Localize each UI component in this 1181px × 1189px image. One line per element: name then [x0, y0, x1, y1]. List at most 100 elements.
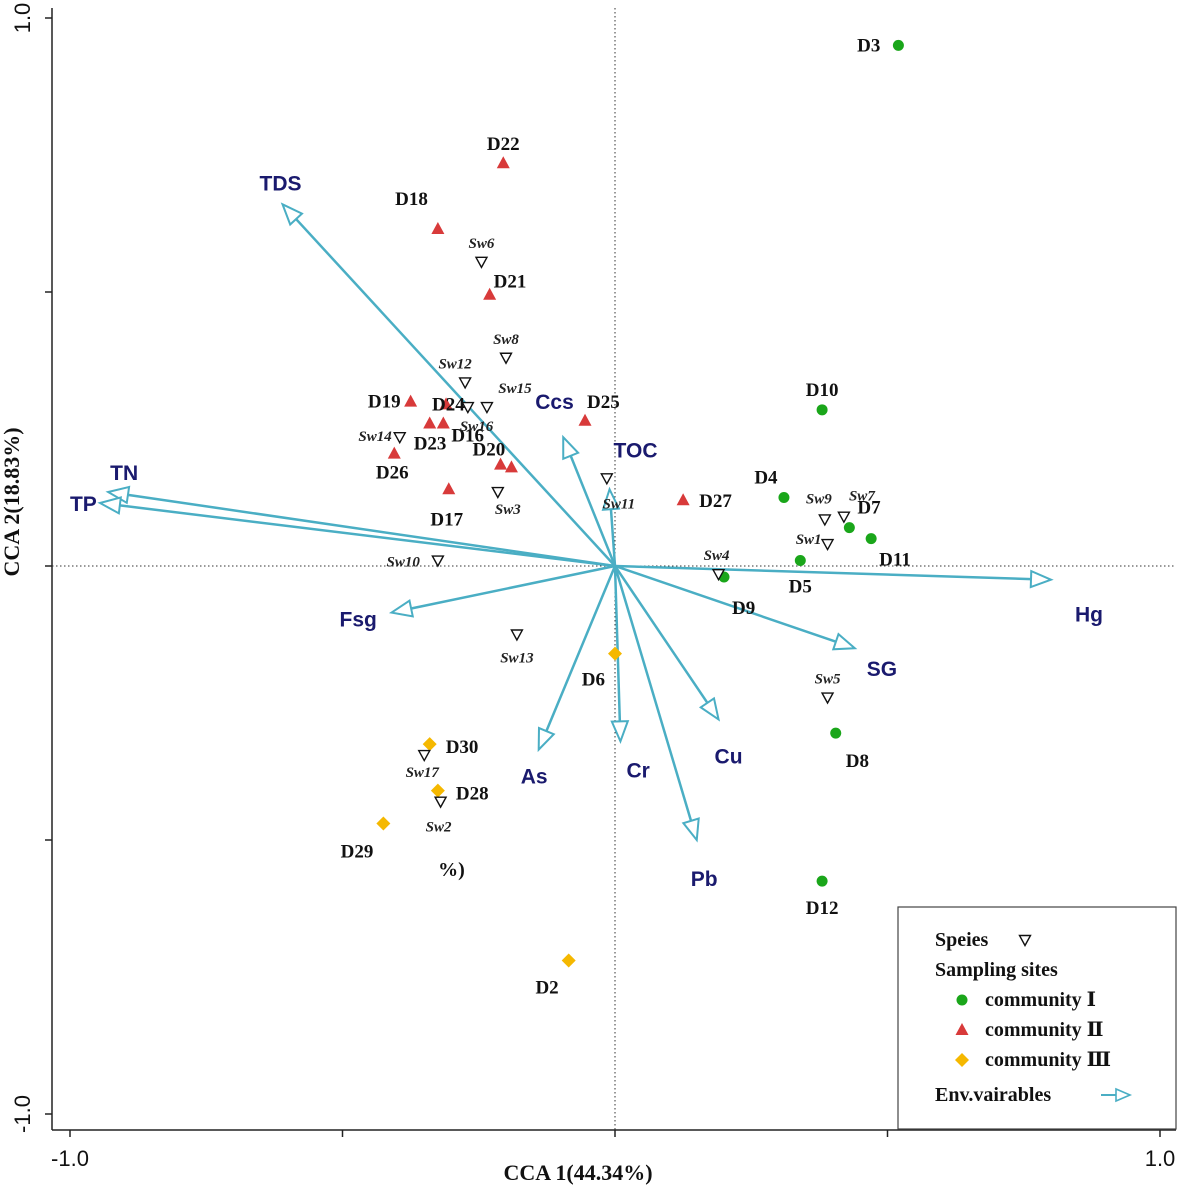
site-point-d11 [865, 533, 877, 545]
species-point-sw12 [458, 377, 472, 390]
site-point-d6 [608, 646, 622, 661]
env-label-ccs: Ccs [535, 391, 574, 414]
site-label-d5: D5 [789, 577, 812, 598]
species-label-sw11: Sw11 [603, 496, 636, 512]
species-point-sw6 [474, 256, 489, 269]
species-label-sw8: Sw8 [493, 332, 519, 348]
site-label-d24: D24 [432, 394, 465, 415]
species-label-sw12: Sw12 [438, 356, 472, 372]
arrow-tn [127, 493, 616, 568]
site-point-d18 [431, 221, 445, 234]
legend-item-3: community Ⅲ [985, 1049, 1111, 1071]
site-point-d10 [816, 404, 828, 416]
species-point-sw13 [510, 629, 524, 642]
site-label-d29: D29 [341, 842, 374, 863]
env-label-cr: Cr [626, 759, 649, 782]
arrow-as [545, 565, 617, 732]
species-label-sw5: Sw5 [815, 672, 841, 688]
legend-box [897, 906, 1177, 1130]
species-point-sw10 [431, 555, 445, 568]
species-label-sw16: Sw16 [460, 419, 494, 435]
env-label-tds: TDS [260, 172, 302, 195]
site-label-d23: D23 [414, 434, 447, 455]
site-label-d2: D2 [535, 978, 558, 999]
env-label-sg: SG [867, 658, 897, 681]
env-label-pb: Pb [691, 868, 718, 891]
species-label-sw15: Sw15 [498, 381, 532, 397]
legend-marker-community [955, 1053, 969, 1067]
species-label-sw2: Sw2 [426, 820, 452, 836]
site-point-d20 [494, 457, 508, 470]
site-label-d4: D4 [754, 468, 778, 489]
site-point-d23 [423, 416, 437, 429]
site-point-d26 [387, 446, 401, 459]
env-label-cu: Cu [715, 745, 743, 768]
species-point-sw9 [818, 514, 832, 527]
site-label-d28: D28 [456, 784, 489, 805]
site-label-d10: D10 [806, 380, 839, 401]
species-point-sw15 [480, 401, 494, 415]
arrowhead-as [537, 726, 556, 753]
site-label-d18: D18 [395, 189, 428, 210]
species-point-sw17 [417, 749, 431, 763]
site-point-d8 [830, 727, 842, 739]
x-tick-label: 1.0 [1145, 1146, 1176, 1171]
y-tick-label: 1.0 [10, 3, 35, 34]
env-label-hg: Hg [1075, 604, 1103, 627]
arrowhead-hg [1029, 569, 1054, 589]
site-point-d2 [561, 953, 576, 968]
site-point-d4 [778, 492, 790, 503]
arrowhead-fsg [388, 599, 415, 618]
site-label-d12: D12 [806, 898, 839, 919]
site-point-d29 [376, 816, 391, 831]
arrow-ccs [569, 455, 617, 567]
x-axis-title: CCA 1(44.34%) [503, 1160, 652, 1185]
site-label-d17: D17 [430, 509, 463, 530]
site-label-d19: D19 [368, 392, 401, 413]
arrow-sg [614, 564, 837, 643]
site-point-d21 [483, 287, 497, 300]
species-label-sw9: Sw9 [806, 491, 832, 507]
species-point-sw11 [600, 473, 614, 486]
site-point-d20b [504, 460, 518, 473]
arrowhead-tp [97, 496, 122, 515]
arrowhead-toc [601, 486, 621, 511]
site-label-d21: D21 [494, 272, 527, 293]
site-point-d24 [439, 397, 453, 410]
arrow-toc [609, 509, 617, 567]
legend-item-2: community Ⅱ [985, 1019, 1104, 1041]
legend-env-arrowhead [1115, 1087, 1133, 1103]
env-label-toc: TOC [614, 439, 658, 462]
species-point-sw7 [837, 511, 851, 524]
y-tick-label: -1.0 [10, 1095, 35, 1133]
arrow-cu [613, 565, 709, 704]
env-label-tp: TP [70, 493, 97, 516]
arrow-tds [295, 218, 616, 567]
species-point-sw1 [820, 538, 835, 552]
species-point-sw3 [491, 486, 505, 499]
legend-species-marker [1018, 934, 1032, 947]
site-point-d25 [578, 413, 592, 426]
env-label-tn: TN [110, 462, 138, 485]
site-label-d16: D16 [451, 426, 484, 447]
site-label-d25: D25 [587, 392, 620, 413]
arrow-tp [119, 504, 616, 568]
arrow-cr [613, 565, 622, 722]
site-label-d8: D8 [846, 751, 869, 772]
site-label-d6: D6 [582, 670, 605, 691]
site-point-d17 [442, 482, 456, 495]
site-label-d20: D20 [473, 440, 506, 461]
arrowhead-cr [610, 720, 630, 745]
arrowhead-ccs [562, 434, 580, 461]
arrowhead-cu [698, 696, 721, 722]
site-point-d22 [496, 156, 510, 169]
site-point-d28 [430, 783, 445, 798]
legend-env-label: Env.vairables [935, 1084, 1051, 1106]
arrowhead-pb [681, 817, 700, 843]
legend-item-1: community Ⅰ [985, 989, 1096, 1011]
species-point-sw2 [433, 796, 448, 809]
arrowhead-sg [831, 632, 858, 651]
arrow-fsg [410, 564, 616, 610]
site-point-d16 [436, 416, 450, 429]
species-point-sw5 [820, 692, 835, 705]
